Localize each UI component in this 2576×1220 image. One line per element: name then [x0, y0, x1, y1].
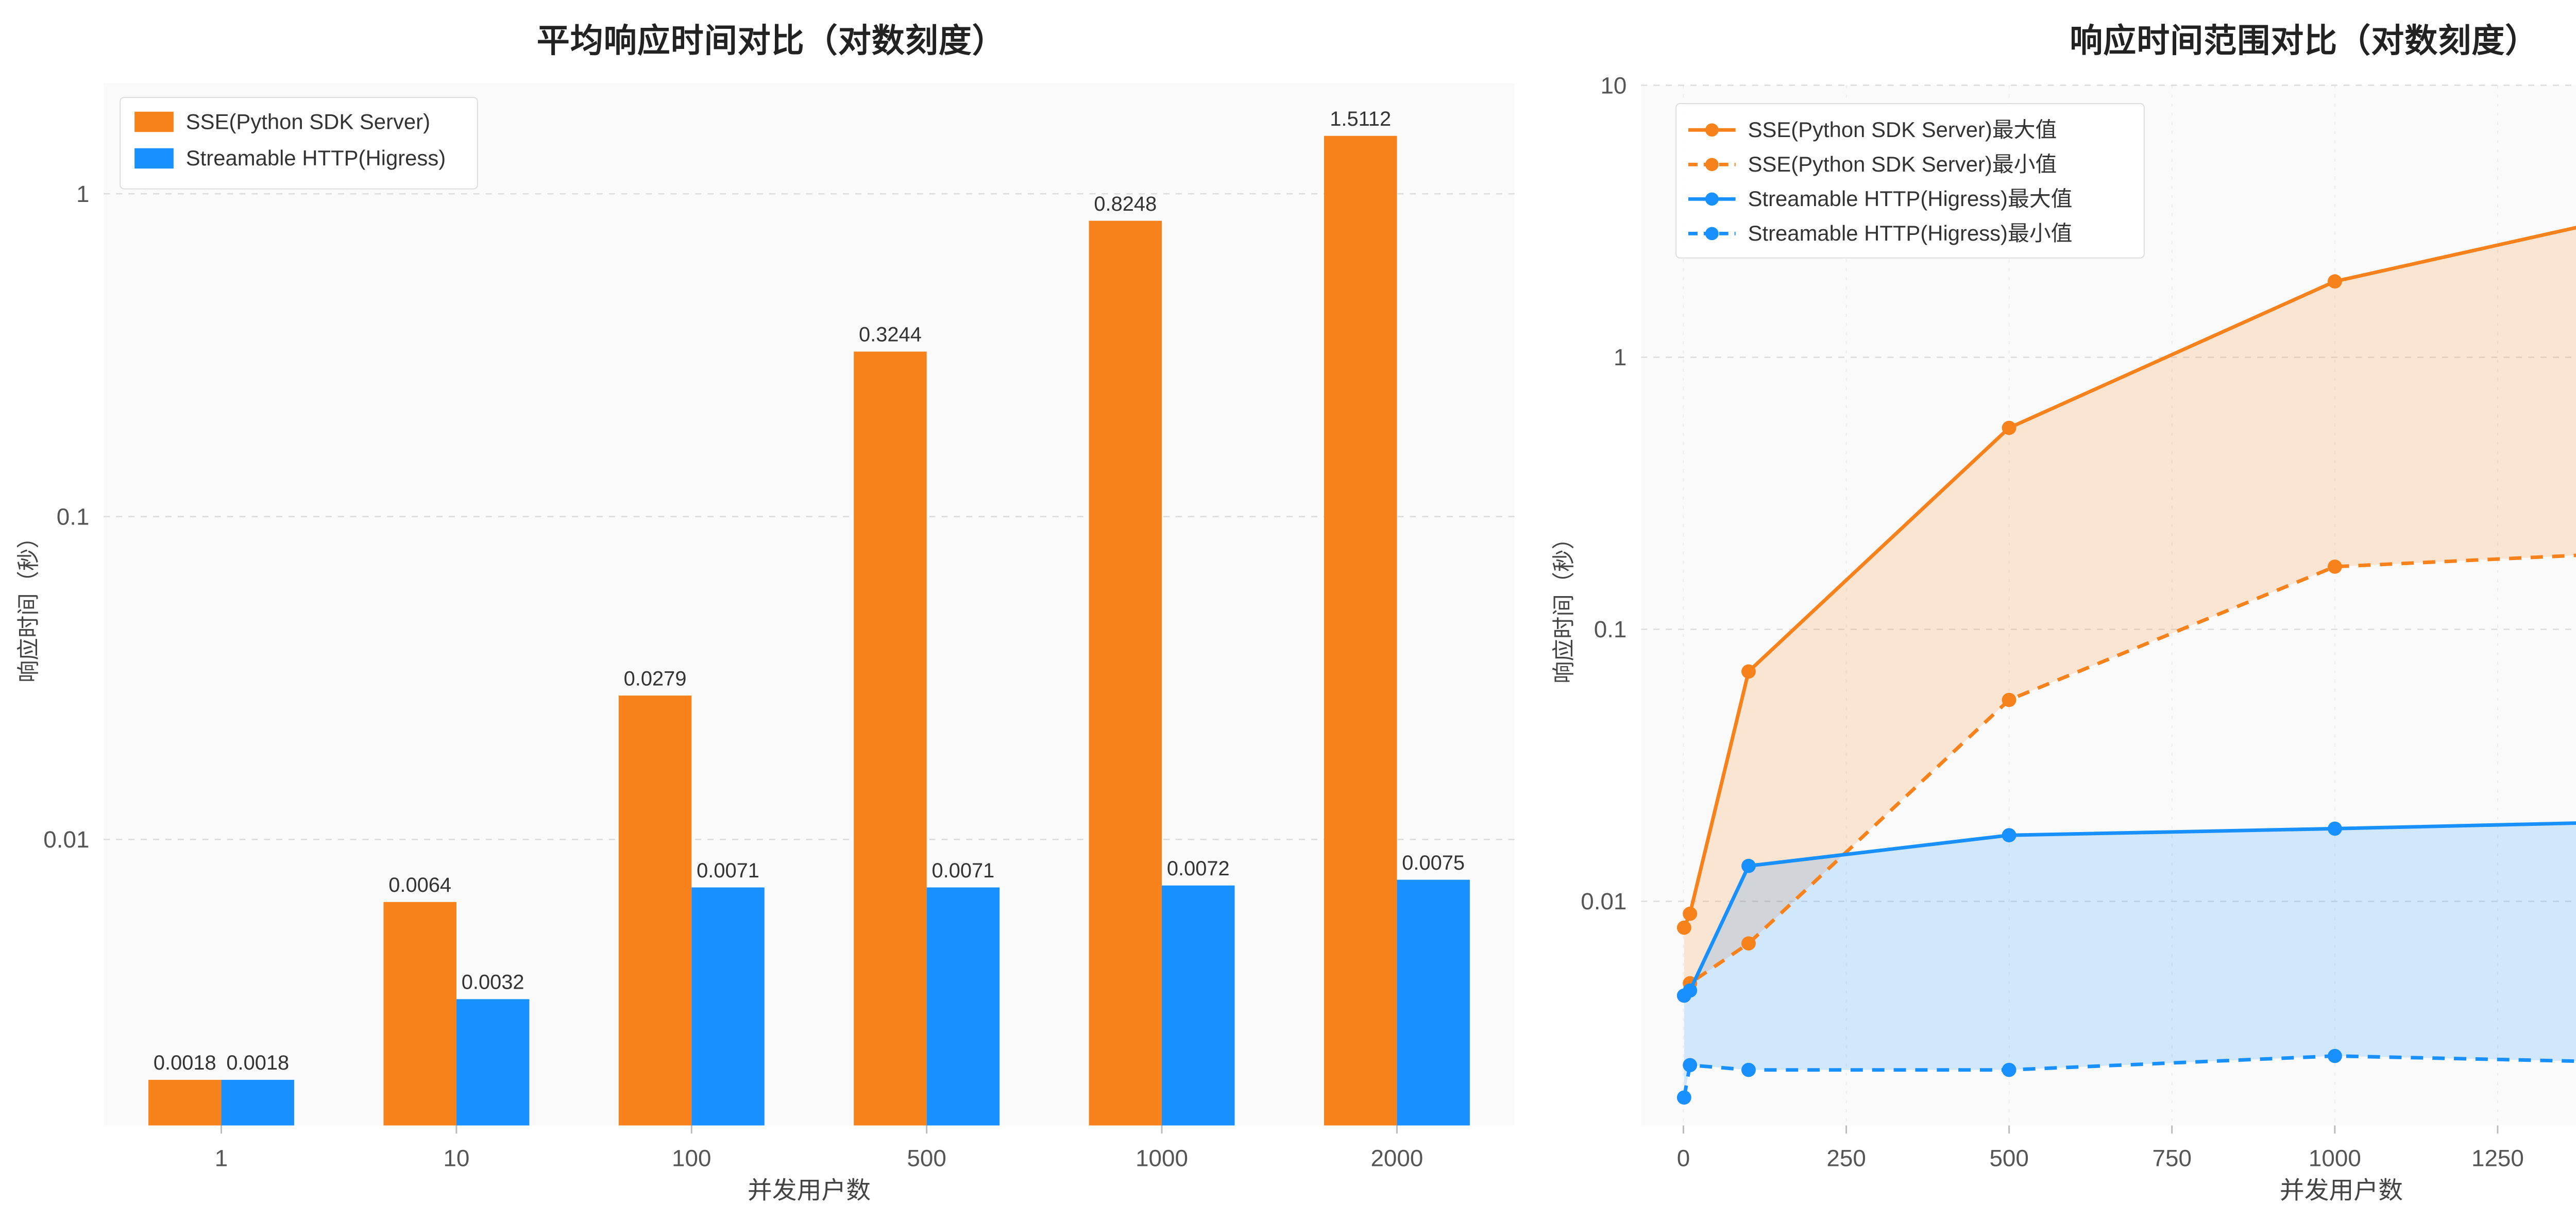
data-point-marker — [1682, 906, 1697, 921]
legend-label: SSE(Python SDK Server)最大值 — [1748, 117, 2057, 142]
x-tick-label: 0 — [1676, 1145, 1689, 1172]
x-tick-label: 250 — [1826, 1145, 1866, 1172]
bar-chart: 0.01 0.1 1 1 0.0018 0.0018 10 0.0064 0.0032 100 0.… — [16, 83, 1515, 1205]
x-tick-label: 1000 — [1136, 1145, 1188, 1172]
y-axis-title: 响应时间（秒） — [16, 526, 41, 683]
x-tick-label: 1000 — [2308, 1145, 2361, 1172]
x-axis-title: 并发用户数 — [748, 1177, 871, 1205]
bar-value-label: 0.8248 — [1094, 193, 1157, 215]
x-tick-label: 100 — [672, 1145, 711, 1172]
data-point-marker — [2002, 828, 2016, 842]
x-tick-label: 2000 — [1370, 1145, 1423, 1172]
data-point-marker — [1682, 1058, 1697, 1073]
bar-value-label: 0.0032 — [462, 971, 524, 994]
bar — [1162, 885, 1235, 1126]
x-axis-title: 并发用户数 — [2279, 1177, 2402, 1205]
legend-label: Streamable HTTP(Higress)最大值 — [1748, 187, 2072, 211]
bar — [221, 1079, 295, 1126]
legend-marker — [1705, 123, 1719, 137]
data-point-marker — [2002, 692, 2016, 707]
bar-value-label: 0.0064 — [388, 874, 451, 896]
plot-area — [104, 83, 1515, 1126]
legend-marker — [1705, 227, 1719, 241]
avg-response-panel: 平均响应时间对比（对数刻度） 0.01 0.1 1 1 0.0018 0.0018 10 0.… — [11, 7, 1531, 1215]
y-tick-label: 0.01 — [43, 826, 89, 853]
bar — [926, 887, 1000, 1126]
x-tick-label: 10 — [443, 1145, 469, 1172]
x-tick-label: 1 — [215, 1145, 228, 1172]
legend-label: SSE(Python SDK Server) — [186, 109, 430, 133]
data-point-marker — [1741, 1062, 1756, 1077]
legend-label: Streamable HTTP(Higress)最小值 — [1748, 221, 2072, 245]
legend-box — [120, 97, 478, 190]
legend-box — [1675, 103, 2145, 259]
range-band — [1684, 227, 2576, 996]
x-tick-label: 1250 — [2471, 1145, 2523, 1172]
plot-area — [1640, 85, 2576, 1126]
legend-label: Streamable HTTP(Higress) — [186, 146, 446, 170]
data-point-marker — [2327, 821, 2342, 836]
data-point-marker — [2327, 274, 2342, 289]
x-tick-label: 750 — [2152, 1145, 2191, 1172]
bar-chart-container: 0.01 0.1 1 1 0.0018 0.0018 10 0.0064 0.0032 100 0.… — [11, 67, 1531, 1215]
legend-swatch — [134, 111, 174, 132]
bar-value-label: 0.3244 — [859, 324, 922, 346]
legend-marker — [1705, 192, 1719, 206]
bar-value-label: 0.0018 — [226, 1052, 289, 1074]
y-tick-label: 1 — [76, 181, 89, 207]
y-tick-label: 10 — [1600, 72, 1626, 98]
y-tick-label: 0.01 — [1581, 888, 1626, 914]
y-tick-label: 0.1 — [1594, 616, 1626, 642]
bar-value-label: 0.0071 — [931, 859, 994, 882]
legend-label: SSE(Python SDK Server)最小值 — [1748, 152, 2057, 176]
data-point-marker — [1676, 1090, 1691, 1105]
bar — [1089, 221, 1162, 1126]
bar — [1397, 879, 1470, 1126]
bar — [148, 1079, 222, 1126]
y-axis-title: 响应时间（秒） — [1551, 527, 1576, 684]
bar — [618, 696, 692, 1126]
bar-value-label: 1.5112 — [1330, 108, 1391, 130]
bar — [456, 999, 530, 1126]
data-point-marker — [1741, 858, 1756, 873]
data-point-marker — [1682, 983, 1697, 998]
data-point-marker — [1676, 920, 1691, 935]
data-point-marker — [2002, 420, 2016, 435]
bar-value-label: 0.0072 — [1167, 857, 1230, 880]
line-chart-title: 响应时间范围对比（对数刻度） — [2070, 22, 2539, 59]
y-tick-label: 1 — [1613, 344, 1626, 370]
bar-value-label: 0.0018 — [154, 1052, 216, 1074]
legend-swatch — [134, 148, 174, 169]
data-point-marker — [1741, 664, 1756, 679]
bar — [691, 887, 765, 1126]
x-tick-label: 500 — [1989, 1145, 2028, 1172]
range-response-panel: 响应时间范围对比（对数刻度） 0250500750100012501500175… — [1545, 7, 2576, 1215]
data-point-marker — [1741, 936, 1756, 951]
bar — [383, 902, 456, 1126]
range-band — [1684, 823, 2576, 1098]
y-tick-label: 0.1 — [57, 504, 90, 530]
legend-marker — [1705, 158, 1719, 172]
data-point-marker — [2002, 1062, 2016, 1077]
bar — [1324, 135, 1397, 1126]
data-point-marker — [2327, 560, 2342, 574]
bar-value-label: 0.0071 — [697, 859, 759, 882]
bar — [854, 351, 927, 1126]
line-chart: 0250500750100012501500175020000.010.1110… — [1551, 72, 2576, 1205]
line-chart-container: 0250500750100012501500175020000.010.1110… — [1545, 67, 2576, 1215]
bar-chart-title: 平均响应时间对比（对数刻度） — [536, 22, 1006, 59]
data-point-marker — [2327, 1048, 2342, 1063]
bar-value-label: 0.0279 — [624, 668, 687, 690]
bar-value-label: 0.0075 — [1402, 852, 1465, 874]
x-tick-label: 500 — [907, 1145, 946, 1172]
